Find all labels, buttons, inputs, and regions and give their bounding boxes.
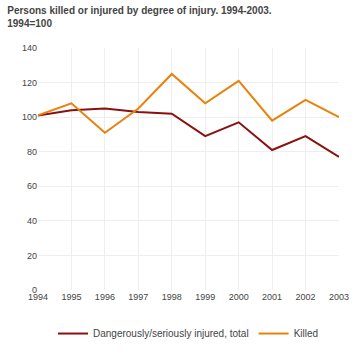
svg-text:140: 140 xyxy=(22,43,37,53)
svg-text:20: 20 xyxy=(27,251,37,261)
svg-text:120: 120 xyxy=(22,78,37,88)
svg-text:1999: 1999 xyxy=(195,292,215,302)
svg-text:1995: 1995 xyxy=(61,292,81,302)
svg-text:Killed: Killed xyxy=(294,328,318,339)
svg-text:2001: 2001 xyxy=(262,292,282,302)
svg-text:2000: 2000 xyxy=(229,292,249,302)
svg-text:1998: 1998 xyxy=(162,292,182,302)
svg-text:40: 40 xyxy=(27,216,37,226)
svg-text:100: 100 xyxy=(22,112,37,122)
svg-text:2002: 2002 xyxy=(296,292,316,302)
svg-text:60: 60 xyxy=(27,181,37,191)
svg-text:1997: 1997 xyxy=(128,292,148,302)
svg-text:80: 80 xyxy=(27,147,37,157)
svg-text:2003: 2003 xyxy=(329,292,349,302)
svg-text:1994: 1994 xyxy=(28,292,48,302)
svg-text:1996: 1996 xyxy=(95,292,115,302)
svg-text:Persons killed or injured by d: Persons killed or injured by degree of i… xyxy=(7,5,272,29)
svg-text:0: 0 xyxy=(32,285,37,295)
svg-text:Dangerously/seriously injured,: Dangerously/seriously injured, total xyxy=(93,328,249,339)
